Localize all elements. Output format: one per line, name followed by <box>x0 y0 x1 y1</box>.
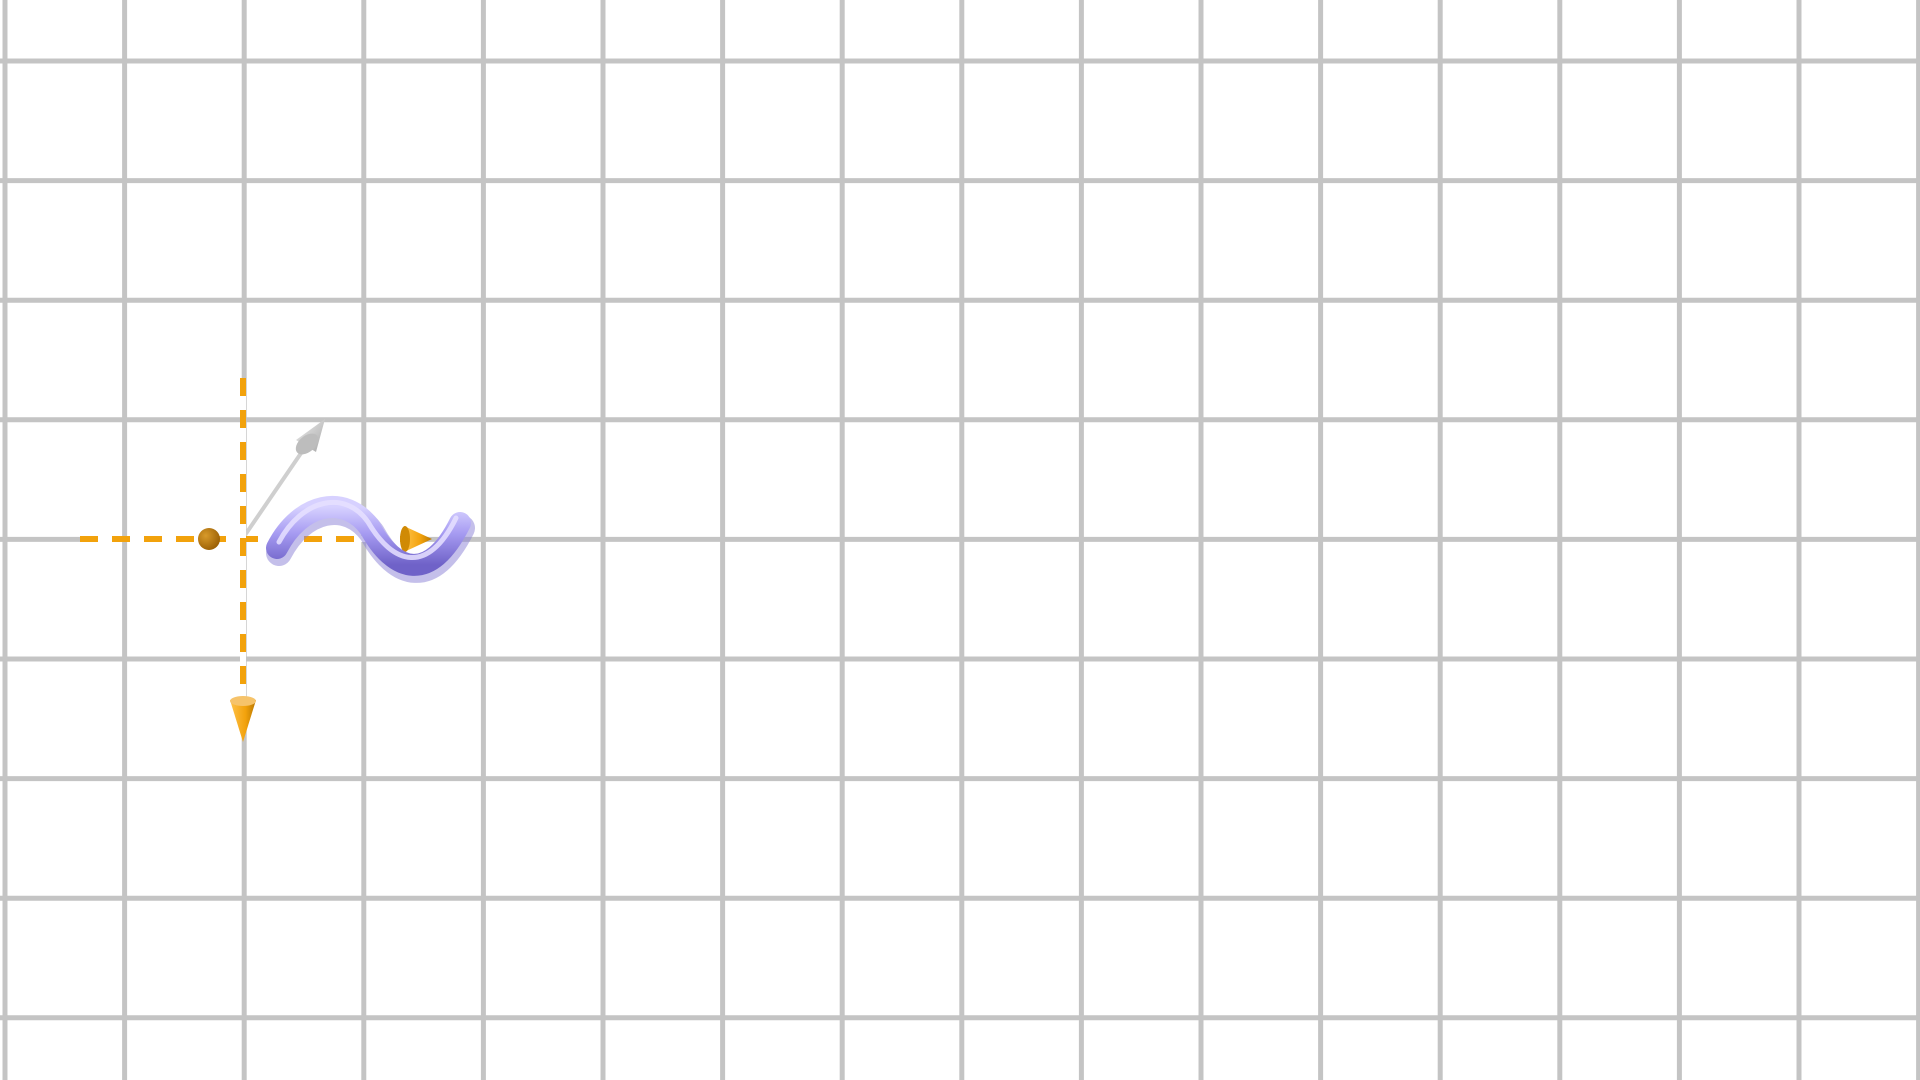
x-axis-arrowhead <box>400 526 432 552</box>
axes-group <box>80 378 432 742</box>
sine-wave-highlight <box>276 499 459 560</box>
z-axis-arrowhead <box>295 419 325 455</box>
origin-point[interactable] <box>198 528 220 550</box>
y-axis-arrowhead <box>230 696 256 742</box>
sine-wave-object[interactable] <box>266 495 475 583</box>
z-axis-line <box>241 438 312 540</box>
